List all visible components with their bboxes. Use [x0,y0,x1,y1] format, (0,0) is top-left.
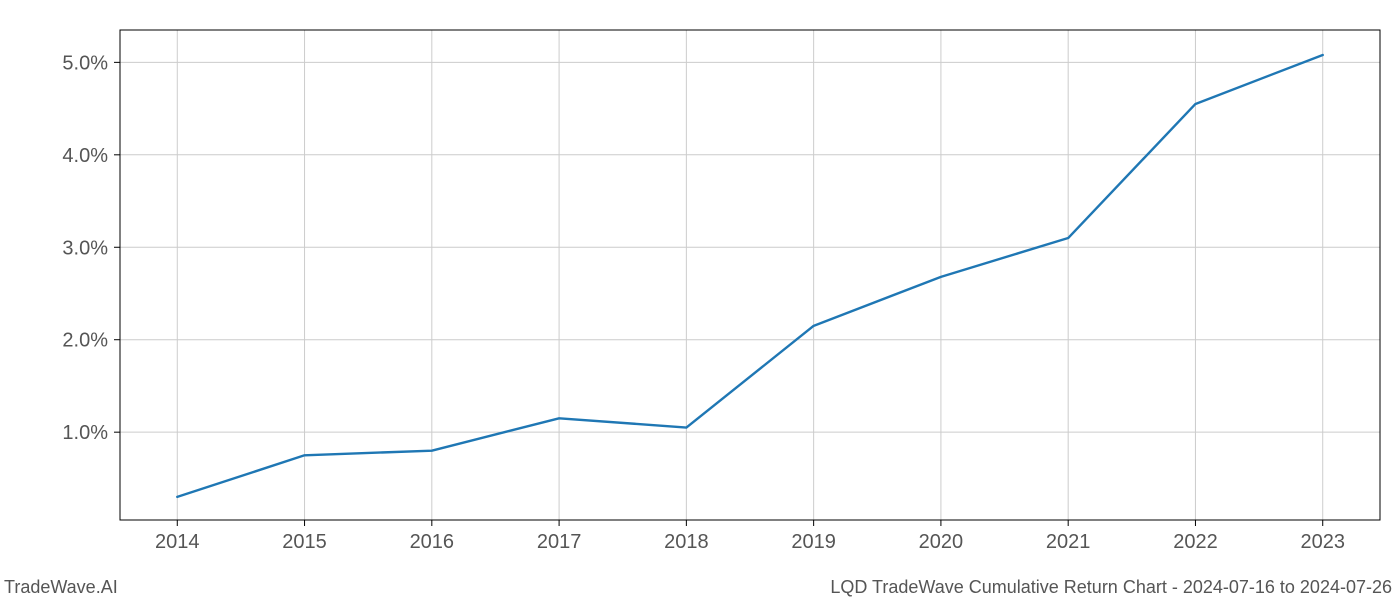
x-tick-label: 2015 [282,531,327,553]
line-chart: 2014 2015 2016 2017 2018 2019 2020 2021 2022 2023… [0,0,1400,600]
y-tick-label: 5.0% [62,52,108,74]
x-tick-label: 2018 [664,531,709,553]
x-tick-label: 2021 [1046,531,1091,553]
chart-background [0,0,1400,600]
y-tick-label: 2.0% [62,330,108,352]
x-tick-label: 2019 [791,531,836,553]
y-tick-label: 1.0% [62,422,108,444]
x-tick-label: 2020 [919,531,964,553]
footer-right: LQD TradeWave Cumulative Return Chart - … [830,577,1392,598]
x-tick-label: 2014 [155,531,200,553]
x-tick-label: 2023 [1300,531,1345,553]
chart-container: 2014 2015 2016 2017 2018 2019 2020 2021 2022 2023… [0,0,1400,600]
footer-left: TradeWave.AI [4,577,118,598]
y-tick-label: 4.0% [62,145,108,167]
x-tick-label: 2017 [537,531,582,553]
x-tick-label: 2016 [410,531,455,553]
x-tick-label: 2022 [1173,531,1218,553]
y-tick-label: 3.0% [62,237,108,259]
